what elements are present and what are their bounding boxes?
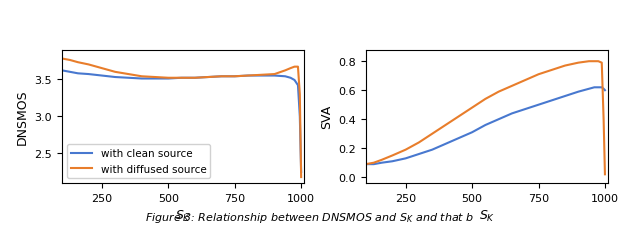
with clean source xyxy=(58,70,66,72)
with clean source xyxy=(296,115,304,118)
with clean source xyxy=(125,77,132,80)
with diffused source xyxy=(58,58,66,61)
with diffused source xyxy=(191,77,198,80)
with clean source xyxy=(178,77,185,80)
with clean source xyxy=(85,73,92,76)
with diffused source xyxy=(125,73,132,76)
with clean source xyxy=(205,76,212,79)
with diffused source xyxy=(138,76,146,78)
Y-axis label: SVA: SVA xyxy=(320,105,333,129)
X-axis label: $S_K$: $S_K$ xyxy=(175,208,191,224)
with clean source xyxy=(281,76,289,78)
with diffused source xyxy=(112,71,119,74)
with diffused source xyxy=(178,77,185,80)
with clean source xyxy=(291,79,298,82)
with diffused source xyxy=(74,62,82,64)
Legend: with clean source, with diffused source: with clean source, with diffused source xyxy=(67,145,210,178)
with diffused source xyxy=(298,176,305,179)
Text: Figure 3: Relationship between DNSMOS and $S_K$ and that b: Figure 3: Relationship between DNSMOS an… xyxy=(145,210,475,224)
with diffused source xyxy=(287,68,294,70)
with diffused source xyxy=(85,64,92,66)
with clean source xyxy=(66,71,74,74)
with clean source xyxy=(98,75,105,78)
with clean source xyxy=(112,76,119,79)
with diffused source xyxy=(66,59,74,62)
with diffused source xyxy=(257,74,265,77)
with diffused source xyxy=(231,76,239,78)
with clean source xyxy=(257,75,265,78)
Line: with clean source: with clean source xyxy=(62,71,301,172)
Line: with diffused source: with diffused source xyxy=(62,59,301,177)
with clean source xyxy=(138,78,146,81)
with clean source xyxy=(218,76,225,78)
with clean source xyxy=(191,77,198,80)
with diffused source xyxy=(271,73,278,76)
with clean source xyxy=(287,77,294,80)
with diffused source xyxy=(296,93,304,96)
with clean source xyxy=(74,73,82,75)
with clean source xyxy=(151,78,159,81)
with clean source xyxy=(164,78,172,81)
with clean source xyxy=(294,85,302,87)
with clean source xyxy=(298,171,305,174)
with clean source xyxy=(231,76,239,78)
with clean source xyxy=(271,75,278,78)
Y-axis label: DNSMOS: DNSMOS xyxy=(16,89,29,144)
with diffused source xyxy=(291,66,298,69)
with diffused source xyxy=(294,66,302,69)
with diffused source xyxy=(151,76,159,79)
with diffused source xyxy=(244,75,252,78)
with diffused source xyxy=(98,68,105,70)
with diffused source xyxy=(281,70,289,72)
with diffused source xyxy=(164,77,172,80)
with diffused source xyxy=(218,76,225,78)
with diffused source xyxy=(205,76,212,79)
X-axis label: $S_K$: $S_K$ xyxy=(479,208,495,224)
with clean source xyxy=(244,75,252,78)
